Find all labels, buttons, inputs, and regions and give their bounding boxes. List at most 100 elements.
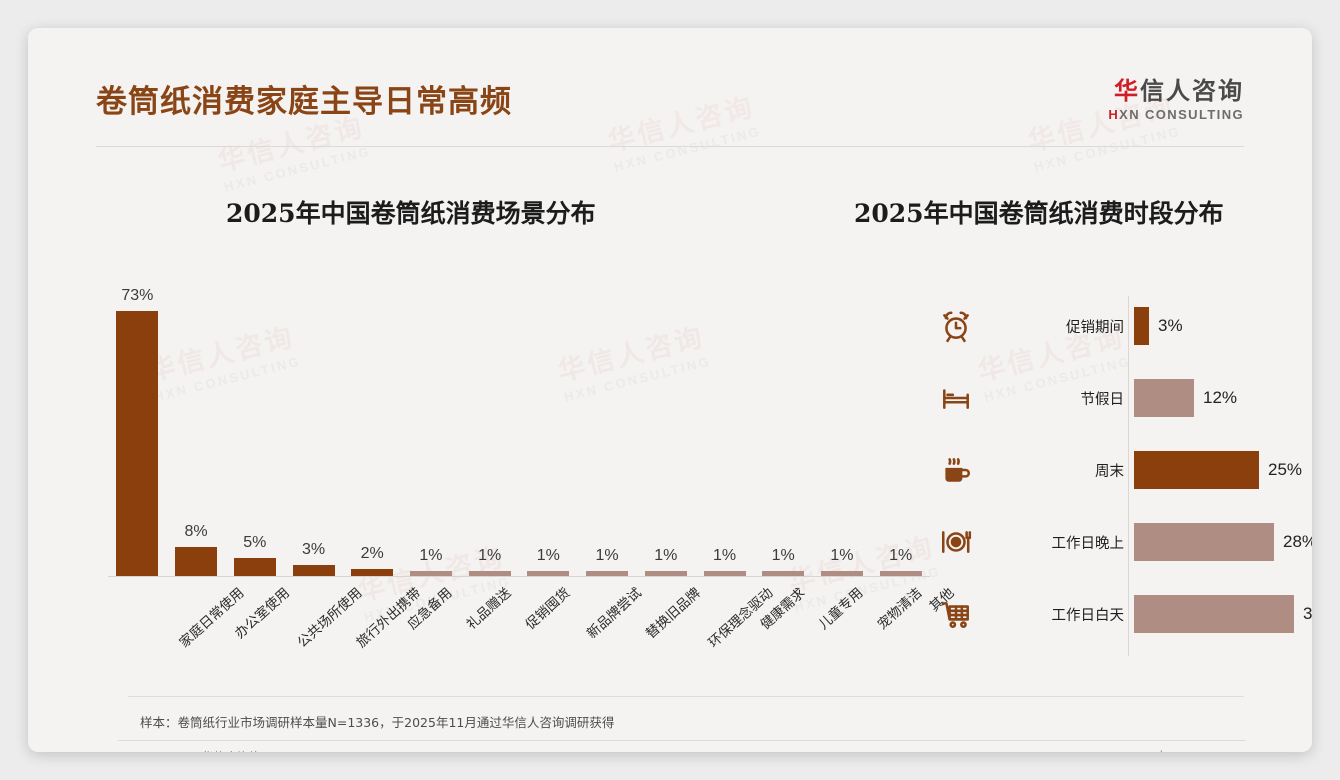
bed-icon [928, 381, 984, 415]
bar-rect [1134, 379, 1194, 417]
bar-rect [351, 568, 394, 576]
footer-divider [118, 740, 1246, 741]
slide-header: 卷筒纸消费家庭主导日常高频 华信人咨询 HXN CONSULTING [28, 28, 1312, 147]
chart-title-scene: 2025年中国卷筒纸消费场景分布 [226, 199, 596, 228]
header-divider [96, 146, 1244, 147]
bar-value-label: 1% [771, 547, 795, 564]
bar-column: 1% [697, 547, 753, 576]
bar-column: 1% [814, 547, 870, 576]
bar-value-label: 1% [830, 547, 854, 564]
bar-value-label: 1% [889, 547, 913, 564]
page-title: 卷筒纸消费家庭主导日常高频 [96, 84, 512, 120]
bar-rect [1134, 451, 1259, 489]
x-axis-label: 新品牌尝试 [584, 584, 646, 643]
timeslot-bar-wrap: 25% [1134, 451, 1308, 489]
timeslot-bar-wrap: 3% [1134, 307, 1308, 345]
timeslot-row: 工作日晚上 28% [928, 512, 1312, 572]
bar-value-label: 1% [536, 547, 560, 564]
bar-value-label: 28% [1283, 532, 1312, 551]
timeslot-bar-wrap: 32% [1134, 595, 1312, 633]
bar-value-label: 8% [184, 523, 208, 540]
bar-column: 1% [520, 547, 576, 576]
x-axis-label: 替换旧品牌 [643, 584, 704, 643]
x-axis-label: 礼品赠送 [463, 584, 515, 633]
chart-timeslot-distribution: 2025年中国卷筒纸消费时段分布 促销期间 3% 节假日 12% 周末 25% 工作日晚上 2… [854, 146, 1312, 686]
x-axis-label: 儿童专用 [815, 584, 867, 633]
bar-value-label: 3% [301, 541, 326, 559]
alarm-clock-icon [928, 309, 984, 343]
timeslot-bar-wrap: 12% [1134, 379, 1308, 417]
x-axis-label: 促销囤货 [522, 584, 574, 633]
bar-value-label: 1% [595, 547, 619, 564]
footnote-divider [128, 696, 1244, 697]
bar-rect [879, 571, 922, 576]
brand-logo-en: HXN CONSULTING [1054, 107, 1244, 122]
bar-value-label: 1% [419, 547, 443, 564]
bar-rect [116, 311, 159, 576]
shopping-cart-icon [928, 597, 984, 631]
bar-column: 3% [286, 541, 342, 576]
bar-value-label: 32% [1303, 604, 1312, 623]
timeslot-label: 促销期间 [1066, 319, 1124, 336]
bar-column: 1% [403, 547, 459, 576]
bar-column: 1% [638, 547, 694, 576]
bar-column: 1% [579, 547, 635, 576]
brand-logo-en-rest: XN CONSULTING [1119, 107, 1244, 123]
timeslot-label: 工作日晚上 [1051, 535, 1125, 552]
bar-rect [703, 571, 746, 576]
timeslot-label: 周末 [1095, 463, 1124, 480]
bar-rect [586, 571, 629, 576]
bar-value-label: 1% [712, 547, 737, 564]
timeslot-row: 节假日 12% [928, 368, 1308, 428]
bar-column: 1% [873, 547, 929, 576]
bar-rect [1134, 307, 1149, 345]
charts-region: 2025年中国卷筒纸消费场景分布 73% 8% 5% 3% 2% 1% 1% 1% 1% 1% 1%… [28, 146, 1312, 686]
timeslot-row: 周末 25% [928, 440, 1308, 500]
chart-scene-distribution: 2025年中国卷筒纸消费场景分布 73% 8% 5% 3% 2% 1% 1% 1% 1% 1% 1%… [76, 146, 957, 686]
brand-logo-en-accent: H [1108, 107, 1120, 123]
footer-copyright: ©2026.1 HXR华信人咨询 [118, 748, 261, 752]
brand-logo-cn: 华信人咨询 [1054, 78, 1244, 104]
footer-website: www.hxrcon.com [1131, 748, 1222, 752]
bar-rect [468, 571, 511, 576]
bar-value-label: 5% [243, 533, 267, 551]
bar-value-label: 1% [654, 547, 678, 564]
timeslot-label: 节假日 [1080, 391, 1125, 408]
bar-column: 8% [168, 523, 224, 576]
brand-logo-cn-rest: 信人咨询 [1140, 77, 1244, 105]
bar-column: 1% [462, 547, 518, 576]
bar-rect [409, 571, 452, 576]
bar-column: 2% [344, 545, 400, 576]
bar-rect [175, 547, 218, 576]
x-axis-label: 宠物清洁 [874, 584, 926, 633]
timeslot-row: 工作日白天 32% [928, 584, 1312, 644]
bar-rect [1134, 523, 1274, 561]
timeslot-row: 促销期间 3% [928, 296, 1308, 356]
bar-rect [233, 557, 276, 576]
bar-value-label: 73% [121, 287, 154, 305]
timeslot-bar-wrap: 28% [1134, 523, 1312, 561]
sample-footnote: 样本：卷筒纸行业市场调研样本量N=1336，于2025年11月通过华信人咨询调研… [140, 715, 615, 730]
bar-value-label: 1% [478, 547, 502, 564]
brand-logo: 华信人咨询 HXN CONSULTING [1054, 78, 1244, 123]
chart-plot-scene: 73% 8% 5% 3% 2% 1% 1% 1% 1% 1% 1% 1% 1% 1% [108, 286, 930, 576]
bar-rect [292, 565, 335, 576]
bar-value-label: 12% [1203, 388, 1238, 407]
chart-title-timeslot: 2025年中国卷筒纸消费时段分布 [854, 199, 1224, 228]
slide-card: 华信人咨询 HXN CONSULTING 华信人咨询 HXN CONSULTIN… [28, 28, 1312, 752]
x-axis-label: 家庭日常使用 [176, 584, 248, 652]
bar-rect [820, 571, 863, 576]
bar-rect [644, 571, 687, 576]
dinner-plate-icon [928, 525, 984, 559]
chart-axis-line-timeslot [1128, 296, 1129, 656]
chart-axis-line-scene [108, 576, 930, 577]
bar-column: 5% [227, 534, 283, 576]
bar-value-label: 3% [1158, 316, 1183, 335]
bar-rect [527, 571, 570, 576]
bar-column: 1% [755, 547, 811, 576]
bar-rect [762, 571, 805, 576]
coffee-cup-icon [928, 453, 984, 487]
bar-column: 73% [109, 287, 165, 576]
brand-logo-cn-accent: 华 [1114, 77, 1140, 105]
bar-rect [1134, 595, 1294, 633]
